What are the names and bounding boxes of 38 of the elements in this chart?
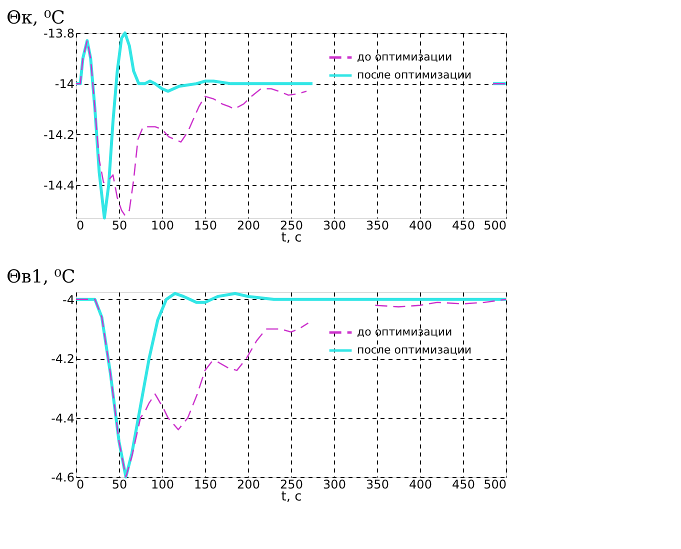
x-tick-label: 100 [151, 218, 174, 232]
y-tick-label: -14.4 [43, 178, 74, 193]
x-axis-title: t, c [281, 230, 302, 246]
x-tick-label: 250 [280, 478, 303, 492]
x-tick-label: 200 [237, 218, 260, 232]
x-tick-label: 0 [76, 218, 84, 232]
y-tick-label: -14 [54, 77, 74, 92]
x-tick-label: 400 [409, 218, 432, 232]
legend-label: после оптимизации [357, 68, 472, 82]
x-tick-label: 300 [323, 218, 346, 232]
x-tick-label: 350 [366, 478, 389, 492]
x-tick-label: 0 [76, 478, 84, 492]
x-tick-label: 250 [280, 218, 303, 232]
x-tick-label: 50 [112, 218, 128, 232]
x-tick-label: 350 [366, 218, 389, 232]
x-tick-label: 300 [323, 478, 346, 492]
x-tick-label: 500 [484, 218, 506, 232]
x-tick-label: 150 [194, 478, 217, 492]
y-tick-label: -4.6 [51, 470, 74, 484]
x-axis-title: t, c [281, 490, 302, 504]
y-tick-label: -4.4 [51, 411, 74, 426]
y-axis-title: Θв1, ⁰C [6, 266, 76, 288]
y-tick-label: -4 [62, 292, 74, 307]
y-tick-label: -13.8 [43, 26, 74, 40]
x-tick-label: 50 [112, 478, 128, 492]
x-tick-label: 100 [151, 478, 174, 492]
x-tick-label: 150 [194, 218, 217, 232]
y-axis-title: Θк, ⁰C [6, 8, 65, 28]
y-tick-label: -14.2 [43, 128, 74, 142]
legend-label: до оптимизации [357, 326, 452, 338]
legend-label: до оптимизации [357, 50, 452, 64]
legend-label: после оптимизации [357, 344, 472, 356]
x-tick-label: 450 [452, 478, 475, 492]
y-tick-label: -4.2 [51, 352, 74, 366]
x-tick-label: 400 [409, 478, 432, 492]
x-tick-label: 500 [484, 478, 506, 492]
x-tick-label: 450 [452, 218, 475, 232]
x-tick-label: 200 [237, 478, 260, 492]
